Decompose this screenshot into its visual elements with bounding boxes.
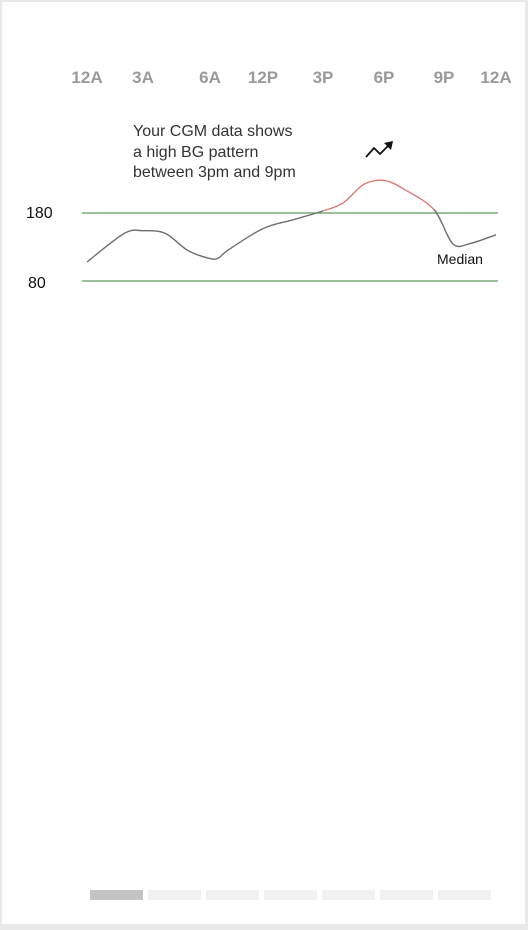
page-indicator bbox=[90, 890, 491, 900]
time-axis: 12A 3A 6A 12P 3P 6P 9P 12A bbox=[2, 68, 525, 92]
x-tick-label: 3P bbox=[312, 68, 334, 87]
median-label: Median bbox=[437, 251, 483, 267]
x-tick-label: 12P bbox=[247, 68, 279, 87]
y-tick-180: 180 bbox=[26, 205, 53, 222]
x-tick-label: 3A bbox=[132, 68, 154, 87]
callout-line-2: a high BG pattern bbox=[133, 143, 259, 161]
page-indicator-segment[interactable] bbox=[322, 890, 375, 900]
callout-line-1: Your CGM data shows bbox=[133, 123, 293, 140]
x-tick-label: 12A bbox=[71, 68, 103, 87]
page-indicator-segment[interactable] bbox=[380, 890, 433, 900]
x-tick-label: 6A bbox=[199, 68, 221, 87]
bg-chart bbox=[82, 141, 498, 282]
page-indicator-segment[interactable] bbox=[90, 890, 143, 900]
pattern-callout: Your CGM data shows a high BG pattern be… bbox=[133, 122, 353, 184]
callout-line-3: between 3pm and 9pm bbox=[133, 164, 296, 181]
x-tick-label: 12A bbox=[480, 68, 512, 87]
page-indicator-segment[interactable] bbox=[148, 890, 201, 900]
median-line-high-segment bbox=[322, 179, 435, 212]
x-tick-label: 9P bbox=[433, 68, 455, 87]
y-tick-80: 80 bbox=[28, 275, 46, 292]
page-indicator-segment[interactable] bbox=[206, 890, 259, 900]
page-indicator-segment[interactable] bbox=[264, 890, 317, 900]
x-tick-label: 6P bbox=[373, 68, 395, 87]
median-line-segment bbox=[86, 210, 324, 263]
median-line-segment bbox=[433, 209, 497, 248]
page-indicator-segment[interactable] bbox=[438, 890, 491, 900]
trending-up-icon bbox=[365, 141, 393, 158]
